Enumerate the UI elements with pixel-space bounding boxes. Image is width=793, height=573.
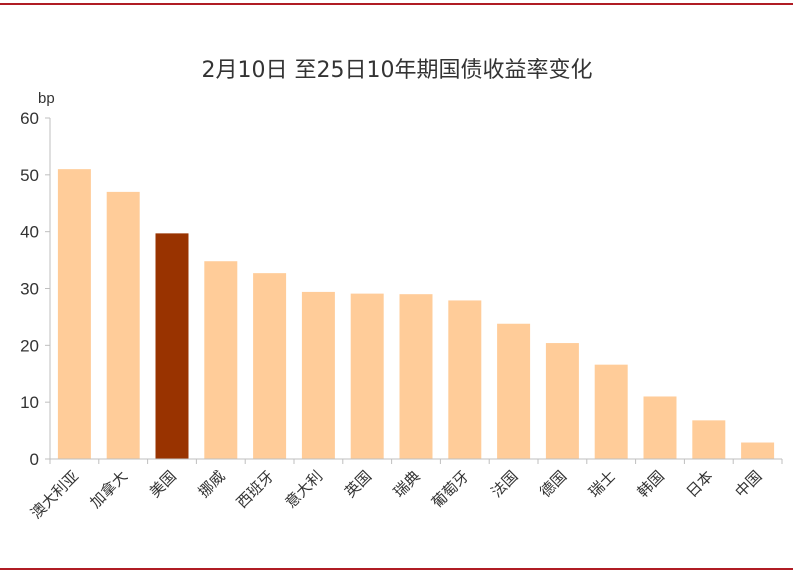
- x-tick-label: 意大利: [282, 467, 327, 512]
- bar-4: [253, 273, 287, 459]
- chart-title: 2月10日 至25日10年期国债收益率变化: [202, 58, 593, 83]
- x-axis: 澳大利亚 加拿大 美国 挪威 西班牙 意大利 英国 瑞典 葡萄牙 法国 德国 瑞士 韩国 日本 中国: [27, 458, 783, 522]
- x-tick-label: 美国: [146, 467, 180, 501]
- bar-14: [741, 442, 775, 459]
- x-tick-label: 法国: [487, 467, 521, 501]
- bar-11: [594, 364, 628, 459]
- y-tick-label: 0: [30, 450, 39, 469]
- y-tick-label: 10: [20, 393, 39, 412]
- x-tick-label: 加拿大: [86, 467, 131, 512]
- bar-0: [57, 169, 91, 459]
- x-tick-label: 瑞典: [390, 467, 424, 501]
- x-tick-label: 德国: [536, 467, 570, 501]
- bar-13: [692, 420, 726, 459]
- y-axis: 0 10 20 30 40 50 60: [20, 109, 51, 469]
- bar-8: [448, 300, 482, 459]
- y-tick-label: 30: [20, 280, 39, 299]
- x-tick-label: 瑞士: [585, 467, 619, 501]
- bottom-rule: [0, 568, 793, 570]
- bar-10: [545, 343, 579, 459]
- x-tick-label: 葡萄牙: [428, 467, 473, 512]
- y-tick-label: 20: [20, 336, 39, 355]
- x-tick-label: 英国: [341, 467, 375, 501]
- x-tick-label: 挪威: [195, 467, 229, 501]
- bar-1: [106, 191, 140, 459]
- bar-6: [350, 293, 384, 459]
- x-tick-label: 韩国: [634, 467, 668, 501]
- x-tick-label: 西班牙: [233, 467, 278, 512]
- bar-7: [399, 294, 433, 459]
- y-tick-label: 50: [20, 166, 39, 185]
- y-tick-label: 40: [20, 223, 39, 242]
- x-tick-label: 澳大利亚: [27, 467, 82, 522]
- y-tick-label: 60: [20, 109, 39, 128]
- bar-series: [57, 169, 775, 459]
- bar-3: [204, 261, 238, 459]
- bar-9: [497, 323, 531, 459]
- bar-12: [643, 396, 677, 459]
- x-tick-label: 日本: [683, 467, 717, 501]
- bar-2: [155, 233, 189, 459]
- top-rule: [0, 3, 793, 5]
- bar-5: [301, 291, 335, 459]
- x-tick-label: 中国: [731, 467, 765, 501]
- y-axis-unit: bp: [38, 90, 55, 107]
